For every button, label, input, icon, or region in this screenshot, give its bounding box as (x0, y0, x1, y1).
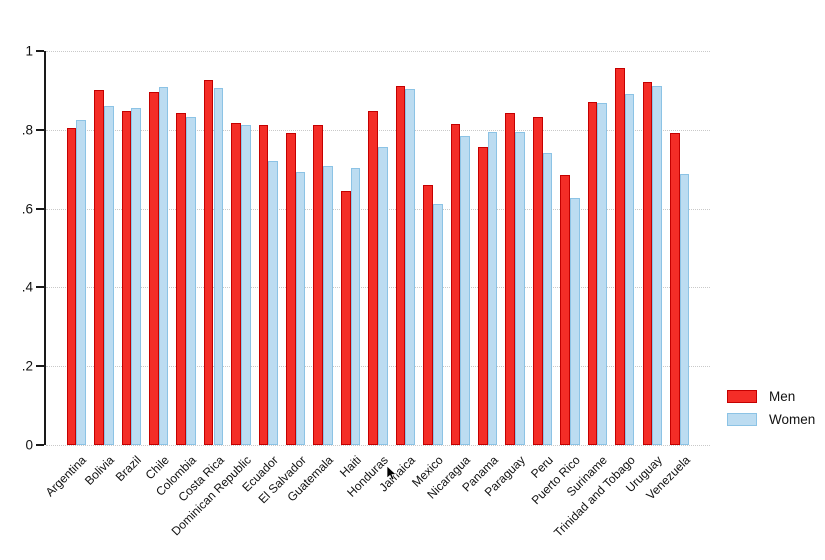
gridline (46, 51, 710, 52)
bar-women-argentina (76, 119, 87, 445)
y-tick-label: .4 (21, 279, 33, 295)
bar-women-chile (158, 86, 169, 445)
legend-item-women: Women (727, 411, 815, 428)
bar-women-bolivia (103, 106, 114, 445)
bar-women-el-salvador (295, 171, 306, 445)
bar-women-trinidad-and-tobago (624, 93, 635, 445)
bar-men-brazil (121, 110, 132, 445)
bar-women-colombia (186, 116, 196, 445)
gridline (46, 208, 710, 210)
bar-men-costa-rica (203, 80, 214, 445)
bar-women-puerto-rico (569, 197, 580, 445)
y-tick (36, 50, 44, 52)
bar-women-haiti (350, 168, 361, 445)
y-tick (36, 444, 44, 446)
bar-men-uruguay (642, 81, 653, 445)
bar-women-mexico (432, 203, 443, 445)
bar-women-peru (542, 153, 553, 445)
bar-men-venezuela (669, 133, 680, 445)
bar-women-paraguay (515, 132, 525, 445)
bar-women-brazil (131, 107, 141, 445)
bar-men-colombia (176, 112, 187, 445)
y-axis-line (44, 51, 46, 445)
bar-men-haiti (340, 190, 351, 445)
mouse-cursor-icon (386, 466, 397, 481)
bar-women-dominican-republic (240, 125, 251, 445)
y-tick (36, 365, 44, 368)
bar-men-ecuador (258, 125, 269, 445)
bar-women-jamaica (405, 88, 416, 445)
y-tick-label: .6 (21, 201, 33, 217)
bar-men-jamaica (395, 86, 406, 445)
gridline (46, 287, 710, 289)
gridline (46, 366, 710, 368)
bar-men-argentina (66, 127, 77, 445)
y-tick (36, 207, 44, 210)
legend: Men Women (727, 388, 815, 434)
bar-women-nicaragua (460, 136, 470, 445)
bar-women-honduras (378, 147, 388, 445)
bar-men-paraguay (505, 112, 516, 445)
bar-men-guatemala (313, 124, 324, 445)
bar-men-trinidad-and-tobago (615, 68, 625, 445)
men-color-swatch (727, 390, 757, 403)
bar-men-mexico (423, 184, 433, 445)
bar-men-suriname (587, 102, 598, 445)
legend-label-women: Women (769, 412, 816, 427)
y-tick-label: 0 (25, 437, 33, 453)
x-label-brazil: Brazil (113, 453, 145, 485)
women-color-swatch (727, 413, 757, 426)
legend-label-men: Men (769, 389, 796, 404)
y-tick-label: .2 (21, 358, 33, 374)
bar-women-venezuela (679, 174, 690, 445)
bar-women-guatemala (323, 166, 333, 445)
bar-men-peru (532, 116, 543, 445)
bar-women-panama (487, 131, 498, 445)
x-label-bolivia: Bolivia (81, 453, 117, 488)
gridline (46, 129, 710, 131)
bar-men-honduras (368, 110, 378, 445)
bar-women-uruguay (652, 86, 662, 445)
bar-men-bolivia (94, 90, 104, 445)
bar-men-puerto-rico (560, 175, 570, 445)
bar-women-suriname (597, 103, 608, 445)
y-tick (36, 286, 44, 289)
bar-women-ecuador (268, 160, 279, 445)
bar-men-panama (478, 146, 488, 445)
legend-item-men: Men (727, 388, 815, 405)
bar-men-dominican-republic (231, 122, 241, 445)
gridline (46, 445, 710, 446)
bar-men-el-salvador (286, 132, 296, 445)
bar-men-chile (148, 91, 159, 445)
bar-women-costa-rica (213, 88, 224, 445)
y-tick-label: 1 (25, 43, 33, 59)
y-tick-label: .8 (21, 122, 33, 138)
bar-men-nicaragua (450, 123, 461, 445)
y-tick (36, 128, 44, 131)
